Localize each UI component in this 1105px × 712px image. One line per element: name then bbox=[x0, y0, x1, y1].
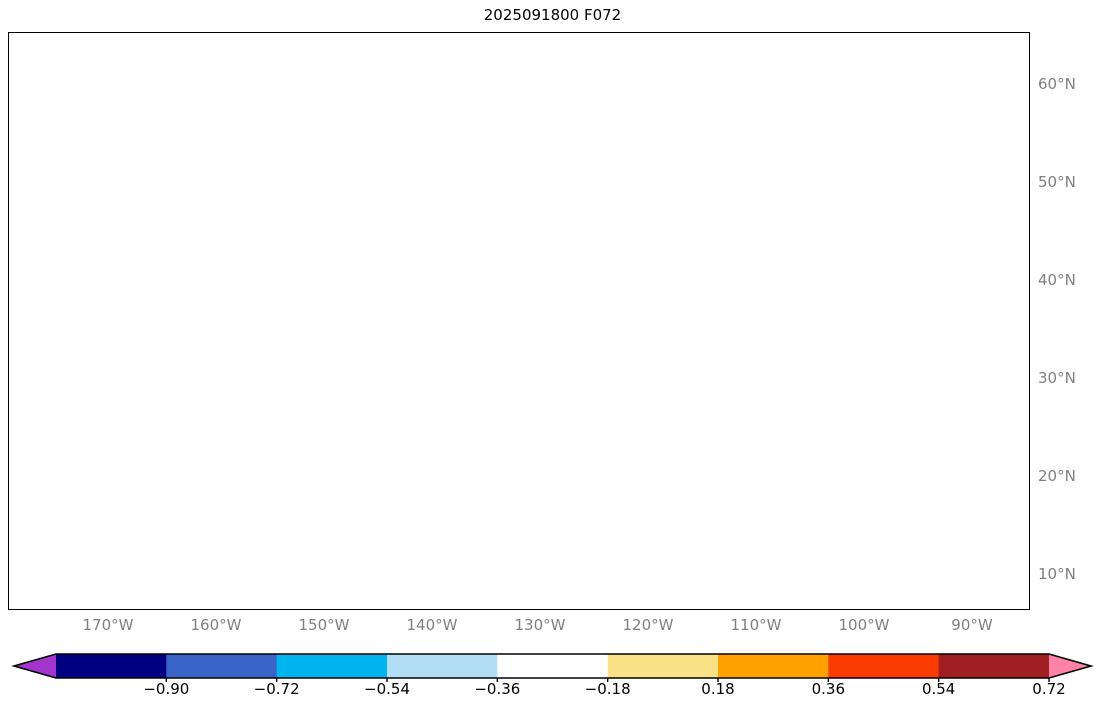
colorbar-segment bbox=[387, 654, 498, 678]
lon-tick-130W: 130°W bbox=[514, 616, 566, 634]
colorbar-tick-label: −0.72 bbox=[253, 680, 300, 698]
colorbar-over-arrow bbox=[1049, 654, 1091, 678]
lon-tick-110W: 110°W bbox=[730, 616, 782, 634]
lat-tick-60N: 60°N bbox=[1038, 75, 1076, 93]
lon-tick-170W: 170°W bbox=[82, 616, 134, 634]
colorbar[interactable]: −0.90 −0.72 −0.54 −0.36 −0.18 0.18 0.36 0.54 0.7… bbox=[0, 652, 1105, 712]
lat-tick-30N: 30°N bbox=[1038, 369, 1076, 387]
colorbar-tick-label: −0.36 bbox=[474, 680, 521, 698]
colorbar-tick-label: 0.54 bbox=[921, 680, 956, 698]
lon-tick-90W: 90°W bbox=[951, 616, 993, 634]
colorbar-segment bbox=[56, 654, 167, 678]
lon-tick-160W: 160°W bbox=[190, 616, 242, 634]
map-frame bbox=[8, 32, 1030, 610]
colorbar-tick-label: −0.54 bbox=[364, 680, 410, 698]
figure-title: 2025091800 F072 bbox=[483, 6, 622, 24]
lon-tick-120W: 120°W bbox=[622, 616, 674, 634]
colorbar-tick-label: 0.36 bbox=[811, 680, 846, 698]
colorbar-segment bbox=[166, 654, 278, 678]
colorbar-segment bbox=[828, 654, 940, 678]
colorbar-swatches bbox=[11, 653, 1094, 682]
lat-tick-20N: 20°N bbox=[1038, 467, 1076, 485]
lat-tick-50N: 50°N bbox=[1038, 173, 1076, 191]
map-panel: 4 3 6 2 1 5 3 4 2 1 1 1 4 5 2 4 bbox=[8, 32, 1030, 610]
lat-tick-10N: 10°N bbox=[1038, 565, 1076, 583]
colorbar-tick-label: 0.72 bbox=[1032, 680, 1066, 698]
lon-tick-150W: 150°W bbox=[298, 616, 350, 634]
colorbar-under-arrow bbox=[14, 654, 56, 678]
colorbar-segment bbox=[938, 654, 1050, 678]
colorbar-tick-label: −0.18 bbox=[584, 680, 631, 698]
colorbar-segment bbox=[276, 654, 388, 678]
lat-tick-40N: 40°N bbox=[1038, 271, 1076, 289]
colorbar-segment bbox=[718, 654, 829, 678]
colorbar-segment bbox=[497, 654, 609, 678]
lon-tick-100W: 100°W bbox=[838, 616, 890, 634]
colorbar-tick-label: −0.90 bbox=[143, 680, 190, 698]
colorbar-tick-label: 0.18 bbox=[701, 680, 735, 698]
colorbar-segment bbox=[607, 654, 719, 678]
lon-tick-140W: 140°W bbox=[406, 616, 458, 634]
